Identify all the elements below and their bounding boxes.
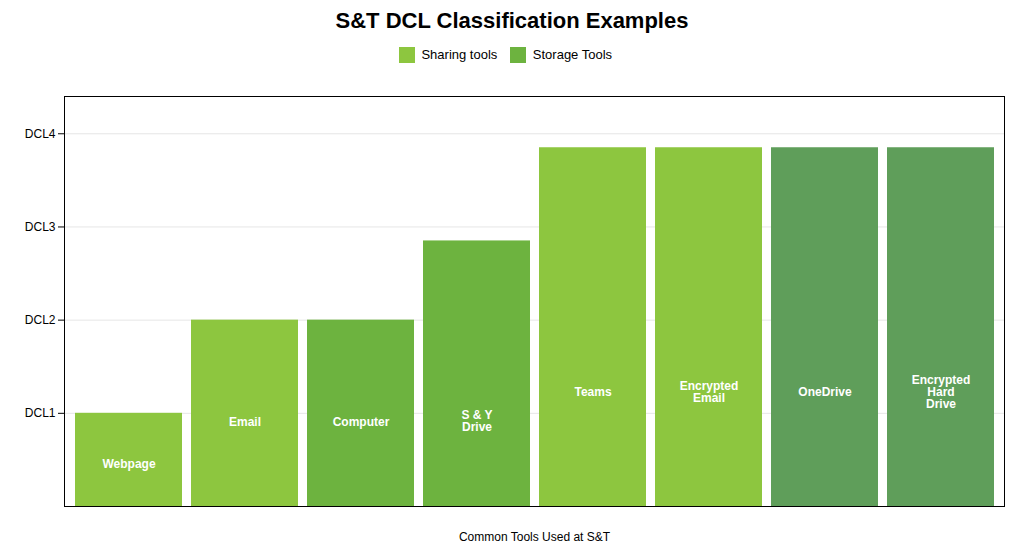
svg-text:Computer: Computer	[333, 415, 390, 429]
svg-text:Webpage: Webpage	[102, 457, 155, 471]
svg-text:Teams: Teams	[574, 384, 611, 398]
svg-text:DCL3: DCL3	[25, 219, 56, 233]
svg-text:DCL4: DCL4	[25, 126, 56, 140]
svg-text:S & YDrive: S & YDrive	[461, 408, 492, 434]
svg-text:DCL2: DCL2	[25, 312, 56, 326]
html-text:Storage Tools: Storage Tools	[532, 47, 613, 62]
svg-text:Email: Email	[229, 415, 261, 429]
svg-text:DCL1: DCL1	[25, 406, 56, 420]
html-text:S&T DCL Classification Example: S&T DCL Classification Examples	[335, 8, 689, 33]
svg-text:EncryptedEmail: EncryptedEmail	[680, 378, 739, 404]
svg-text:EncryptedHardDrive: EncryptedHardDrive	[912, 372, 971, 410]
html-text:Sharing tools: Sharing tools	[421, 47, 498, 62]
svg-text:Common Tools Used at S&T: Common Tools Used at S&T	[459, 529, 611, 543]
svg-text:OneDrive: OneDrive	[798, 384, 852, 398]
